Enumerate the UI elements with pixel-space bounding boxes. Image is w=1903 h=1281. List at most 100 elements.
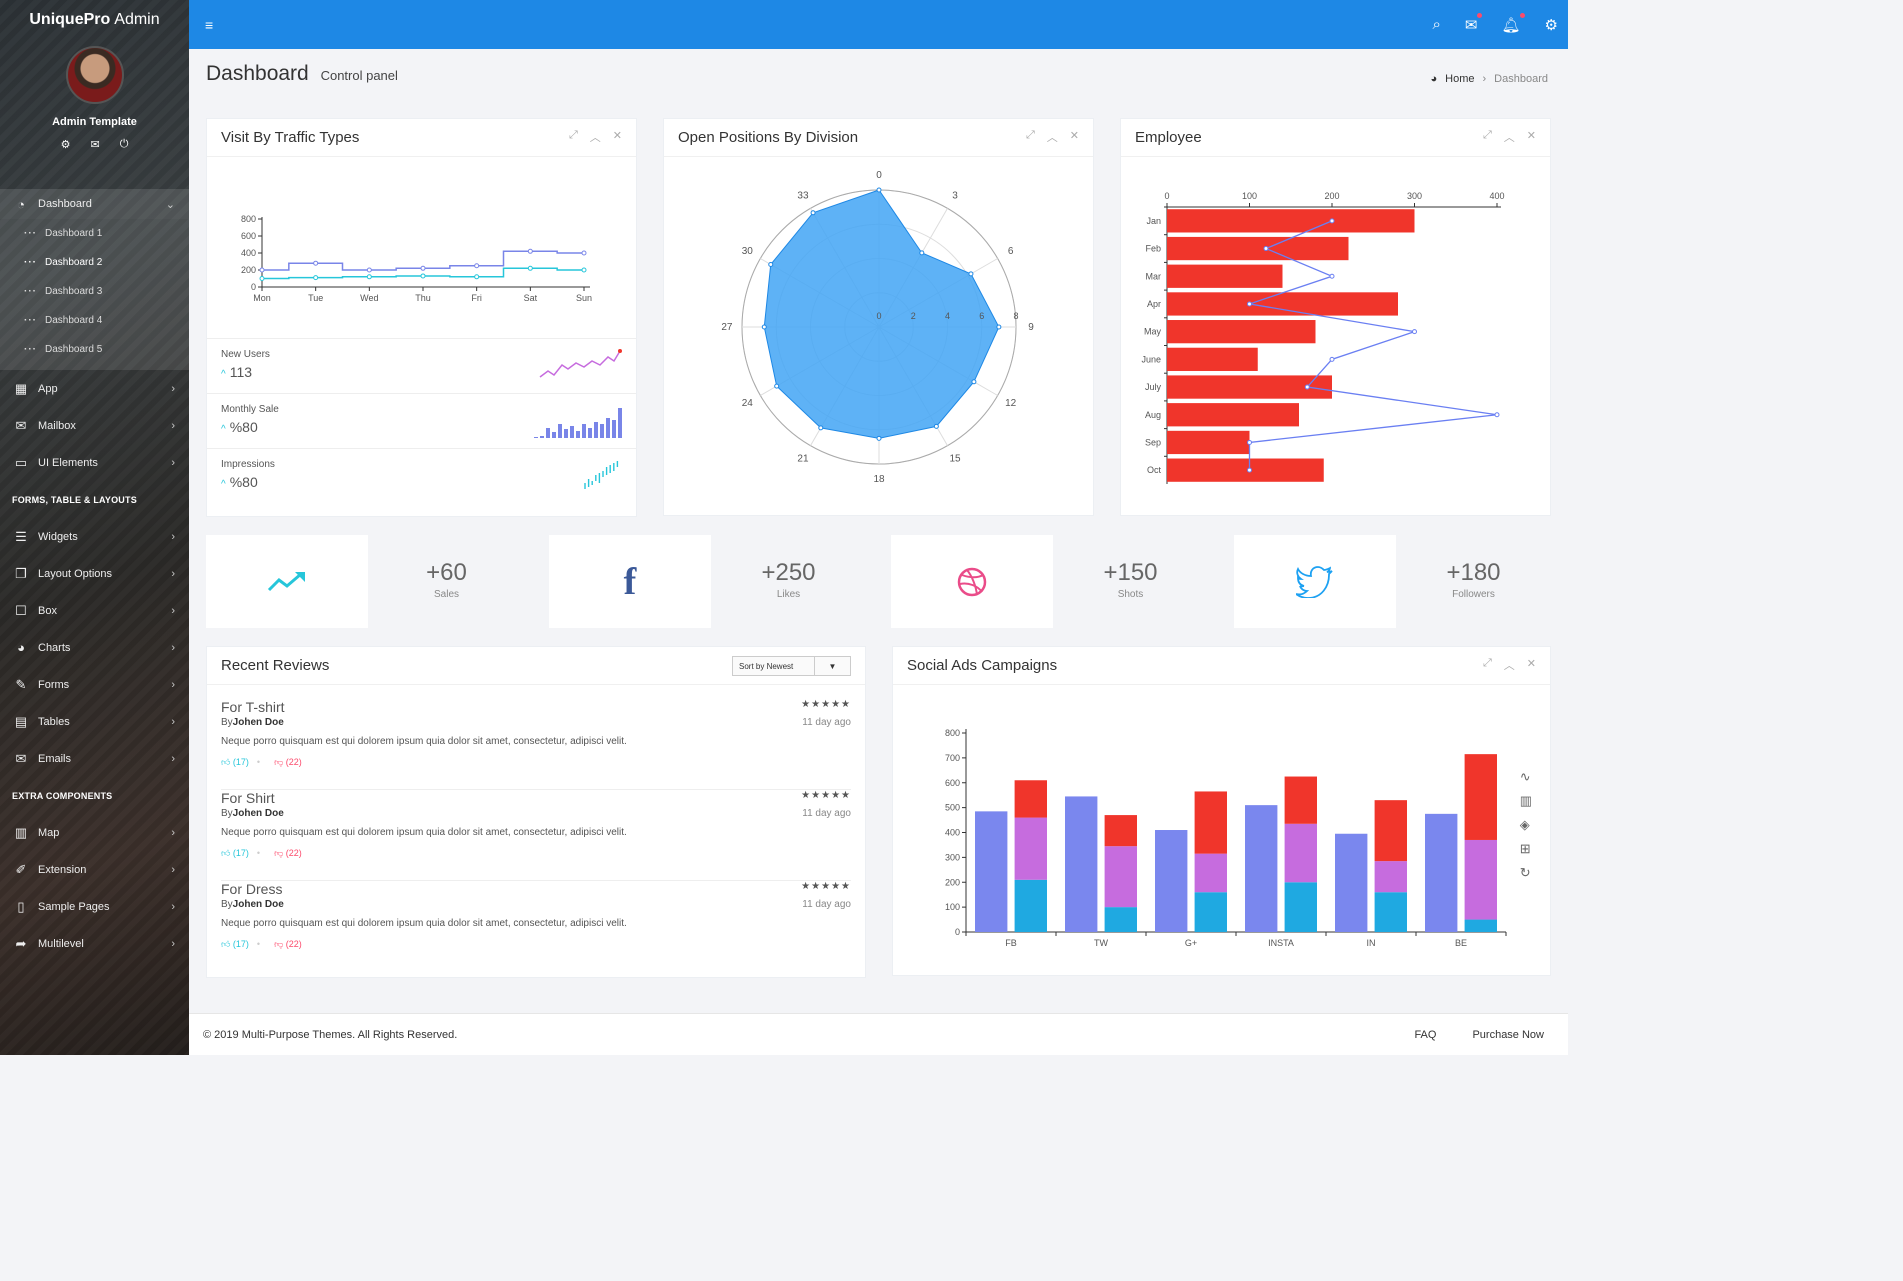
data-point [259, 267, 265, 273]
sidebar-item-dashboard[interactable]: ◔ Dashboard ⌄ [0, 189, 189, 219]
bar-chart-icon[interactable]: ▥ [1519, 793, 1532, 808]
dashboard-icon: ◔ [17, 196, 25, 212]
spark-bar [534, 437, 538, 438]
expand-icon[interactable]: ⤢ [1482, 129, 1492, 141]
review-title[interactable]: For Dress [221, 881, 283, 897]
sidebar-subitem-dashboard-4[interactable]: ··· Dashboard 4 [24, 315, 103, 326]
close-icon[interactable]: ✕ [612, 130, 622, 142]
review-title[interactable]: For Shirt [221, 790, 275, 806]
sort-dropdown[interactable]: Sort by Newest ▼ [732, 656, 851, 676]
envelope-icon[interactable]: ✉ [90, 139, 100, 151]
gear-icon[interactable]: ⚙ [60, 139, 71, 151]
x-tick-label: TW [1094, 938, 1108, 948]
chevron-right-icon: › [171, 419, 175, 432]
sidebar-item-emails[interactable]: ✉ Emails › [0, 740, 189, 777]
power-icon[interactable]: ⏻ [119, 138, 129, 150]
sparkline-monthly-sale [534, 408, 622, 438]
thumbs-down-icon[interactable]: 👎︎ (22) [274, 848, 302, 858]
thumbs-up-icon[interactable]: 👍︎ (17) [221, 848, 249, 858]
stat-label: Monthly Sale [221, 404, 279, 415]
sidebar-item-app[interactable]: ▦ App › [0, 370, 189, 407]
collapse-icon[interactable]: ︿ [589, 132, 601, 144]
review-title[interactable]: For T-shirt [221, 699, 285, 715]
card-title: Visit By Traffic Types [221, 129, 360, 146]
faq-link[interactable]: FAQ [1414, 1028, 1437, 1041]
sidebar-item-widgets[interactable]: ☰ Widgets › [0, 518, 189, 555]
avatar[interactable] [65, 46, 124, 104]
y-tick-label: 0 [251, 282, 256, 292]
collapse-icon[interactable]: ︿ [1503, 660, 1515, 672]
profile-name: Admin Template [52, 116, 137, 128]
brand-logo[interactable]: UniquePro Admin [0, 0, 189, 40]
stat-new-users: New Users ^ 113 [207, 338, 636, 393]
tiled-icon[interactable]: ⊞ [1519, 841, 1531, 856]
sidebar-item-multilevel[interactable]: ➦ Multilevel › [0, 925, 189, 962]
thumbs-up-icon[interactable]: 👍︎ (17) [221, 757, 249, 767]
sidebar-item-sample-pages[interactable]: ▯ Sample Pages › [0, 888, 189, 925]
x-tick-label: Sun [576, 293, 592, 303]
breadcrumb-home[interactable]: Home [1445, 73, 1475, 85]
angular-tick-label: 27 [721, 322, 733, 333]
y-tick-label: 0 [955, 927, 960, 937]
facebook-tile[interactable]: f [549, 535, 711, 628]
expand-icon[interactable]: ⤢ [1025, 129, 1035, 141]
close-icon[interactable]: ✕ [1526, 130, 1536, 142]
collapse-icon[interactable]: ︿ [1503, 132, 1515, 144]
thumbs-down-icon[interactable]: 👎︎ (22) [274, 939, 302, 949]
purchase-now-link[interactable]: Purchase Now [1472, 1028, 1544, 1041]
radar-point [876, 435, 882, 441]
refresh-icon[interactable]: ↻ [1519, 865, 1531, 880]
review-author[interactable]: Johen Doe [232, 899, 284, 910]
sidebar-item-ui-elements[interactable]: ▭ UI Elements › [0, 444, 189, 481]
radar-area [763, 189, 1000, 439]
expand-icon[interactable]: ⤢ [1482, 657, 1492, 669]
sidebar-subitem-dashboard-1[interactable]: ··· Dashboard 1 [24, 228, 103, 239]
tile-label: Sales [433, 589, 459, 600]
stack-icon[interactable]: ◈ [1519, 817, 1530, 832]
collapse-icon[interactable]: ︿ [1046, 132, 1058, 144]
close-icon[interactable]: ✕ [1526, 658, 1536, 670]
sidebar-item-forms[interactable]: ✎ Forms › [0, 666, 189, 703]
chevron-right-icon: › [171, 900, 175, 913]
radar-point [996, 324, 1002, 330]
hamburger-menu-icon[interactable]: ≡ [205, 16, 214, 33]
y-tick-label: May [1144, 327, 1162, 337]
like-count: (17) [232, 848, 249, 858]
sidebar-item-box[interactable]: ☐ Box › [0, 592, 189, 629]
close-icon[interactable]: ✕ [1069, 130, 1079, 142]
sidebar-item-mailbox[interactable]: ✉ Mailbox › [0, 407, 189, 444]
sidebar-item-tables[interactable]: ▤ Tables › [0, 703, 189, 740]
expand-icon[interactable]: ⤢ [568, 129, 578, 141]
x-tick-label: G+ [1185, 938, 1197, 948]
sidebar-item-extension[interactable]: ✐ Extension › [0, 851, 189, 888]
twitter-tile[interactable] [1234, 535, 1396, 628]
review-author[interactable]: Johen Doe [232, 717, 284, 728]
home-icon: ◕ [1430, 73, 1438, 85]
arrow-up-icon: ^ [221, 479, 226, 490]
sales-tile[interactable] [206, 535, 368, 628]
x-tick-label: 300 [1407, 191, 1422, 201]
review-text: Neque porro quisquam est qui dolorem ips… [221, 827, 627, 838]
thumbs-up-icon[interactable]: 👍︎ (17) [221, 939, 249, 949]
line-chart-icon[interactable]: ∿ [1519, 769, 1531, 784]
review-author[interactable]: Johen Doe [232, 808, 284, 819]
sidebar-item-charts[interactable]: ◕ Charts › [0, 629, 189, 666]
sidebar-item-label: UI Elements [38, 456, 98, 469]
bell-icon[interactable]: 🔔︎ [1502, 12, 1525, 34]
sidebar-item-layout-options[interactable]: ❐ Layout Options › [0, 555, 189, 592]
sidebar-subitem-dashboard-3[interactable]: ··· Dashboard 3 [24, 286, 103, 297]
search-icon[interactable]: ⌕ [1432, 16, 1441, 33]
breadcrumb-separator: › [1482, 73, 1487, 85]
sidebar-item-label: Extension [38, 863, 87, 876]
page-title-text: Dashboard [206, 62, 309, 85]
sidebar-item-map[interactable]: ▥ Map › [0, 814, 189, 851]
dribbble-tile[interactable] [891, 535, 1053, 628]
spark-bar [594, 422, 598, 438]
chevron-right-icon: › [171, 863, 175, 876]
thumbs-down-icon[interactable]: 👎︎ (22) [274, 757, 302, 767]
sidebar-subitem-dashboard-5[interactable]: ··· Dashboard 5 [24, 344, 103, 355]
envelope-icon[interactable]: ✉ [1465, 12, 1482, 34]
sidebar-subitem-dashboard-2[interactable]: ··· Dashboard 2 [24, 257, 103, 268]
gear-icon[interactable]: ⚙ [1544, 16, 1558, 34]
bar-mar [1167, 264, 1283, 288]
